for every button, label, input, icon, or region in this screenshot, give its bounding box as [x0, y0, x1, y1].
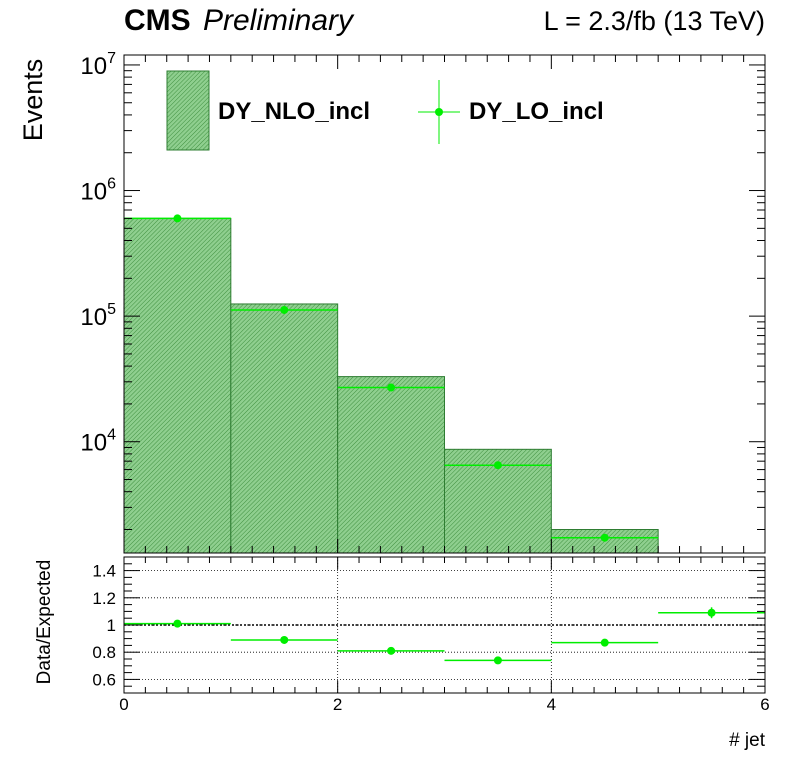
lo-point-4 [600, 533, 609, 542]
ratio-point-3 [493, 656, 502, 665]
x-tick-label-2: 4 [547, 695, 556, 714]
lo-point-1 [280, 305, 289, 314]
hist-bar-1 [230, 303, 339, 554]
legend-marker-dot [435, 108, 443, 116]
x-tick-label-1: 2 [333, 695, 342, 714]
ratio-plot-frame [123, 556, 766, 694]
ratio-y-tick-label-0: 0.6 [92, 670, 116, 689]
preliminary-label: Preliminary [203, 4, 355, 37]
ratio-y-axis-label: Data/Expected [34, 560, 55, 685]
main-y-tick-label-3: 107 [80, 50, 116, 80]
lo-point-2 [387, 383, 396, 392]
x-tick-label-0: 0 [119, 695, 128, 714]
legend: DY_NLO_incl DY_LO_incl [166, 70, 604, 151]
hist-bar-2 [337, 376, 445, 554]
ratio-point-4 [600, 638, 609, 647]
x-axis-label: # jet [729, 730, 766, 751]
main-y-tick-label-0: 104 [80, 427, 116, 457]
ratio-point-2 [387, 646, 396, 655]
hist-bar-0 [123, 217, 232, 554]
ratio-y-tick-label-2: 1 [107, 616, 116, 635]
ratio-point-1 [280, 635, 289, 644]
main-plot-frame [123, 54, 766, 554]
cms-label: CMS [124, 4, 191, 37]
main-y-tick-label-2: 106 [80, 176, 116, 206]
legend-label-lo: DY_LO_incl [469, 98, 604, 125]
ratio-y-tick-label-1: 0.8 [92, 643, 116, 662]
main-y-axis-label: Events [18, 59, 48, 142]
lo-point-0 [173, 214, 182, 223]
lo-point-3 [493, 461, 502, 470]
x-tick-label-3: 6 [760, 695, 769, 714]
legend-hist-swatch [166, 70, 210, 151]
legend-label-nlo: DY_NLO_incl [218, 98, 370, 125]
main-plot-panel: 104 105 106 107 Events [18, 50, 766, 554]
ratio-point-0 [173, 619, 182, 628]
ratio-plot-panel: 0.6 0.8 1 1.2 1.4 0 2 4 6 Data/Expected # jet [34, 556, 770, 751]
lumi-label: L = 2.3/fb (13 TeV) [544, 6, 765, 36]
ratio-point-5 [707, 608, 716, 617]
ratio-y-tick-label-3: 1.2 [92, 589, 116, 608]
main-y-tick-label-1: 105 [80, 301, 116, 331]
ratio-y-tick-label-4: 1.4 [92, 562, 116, 581]
